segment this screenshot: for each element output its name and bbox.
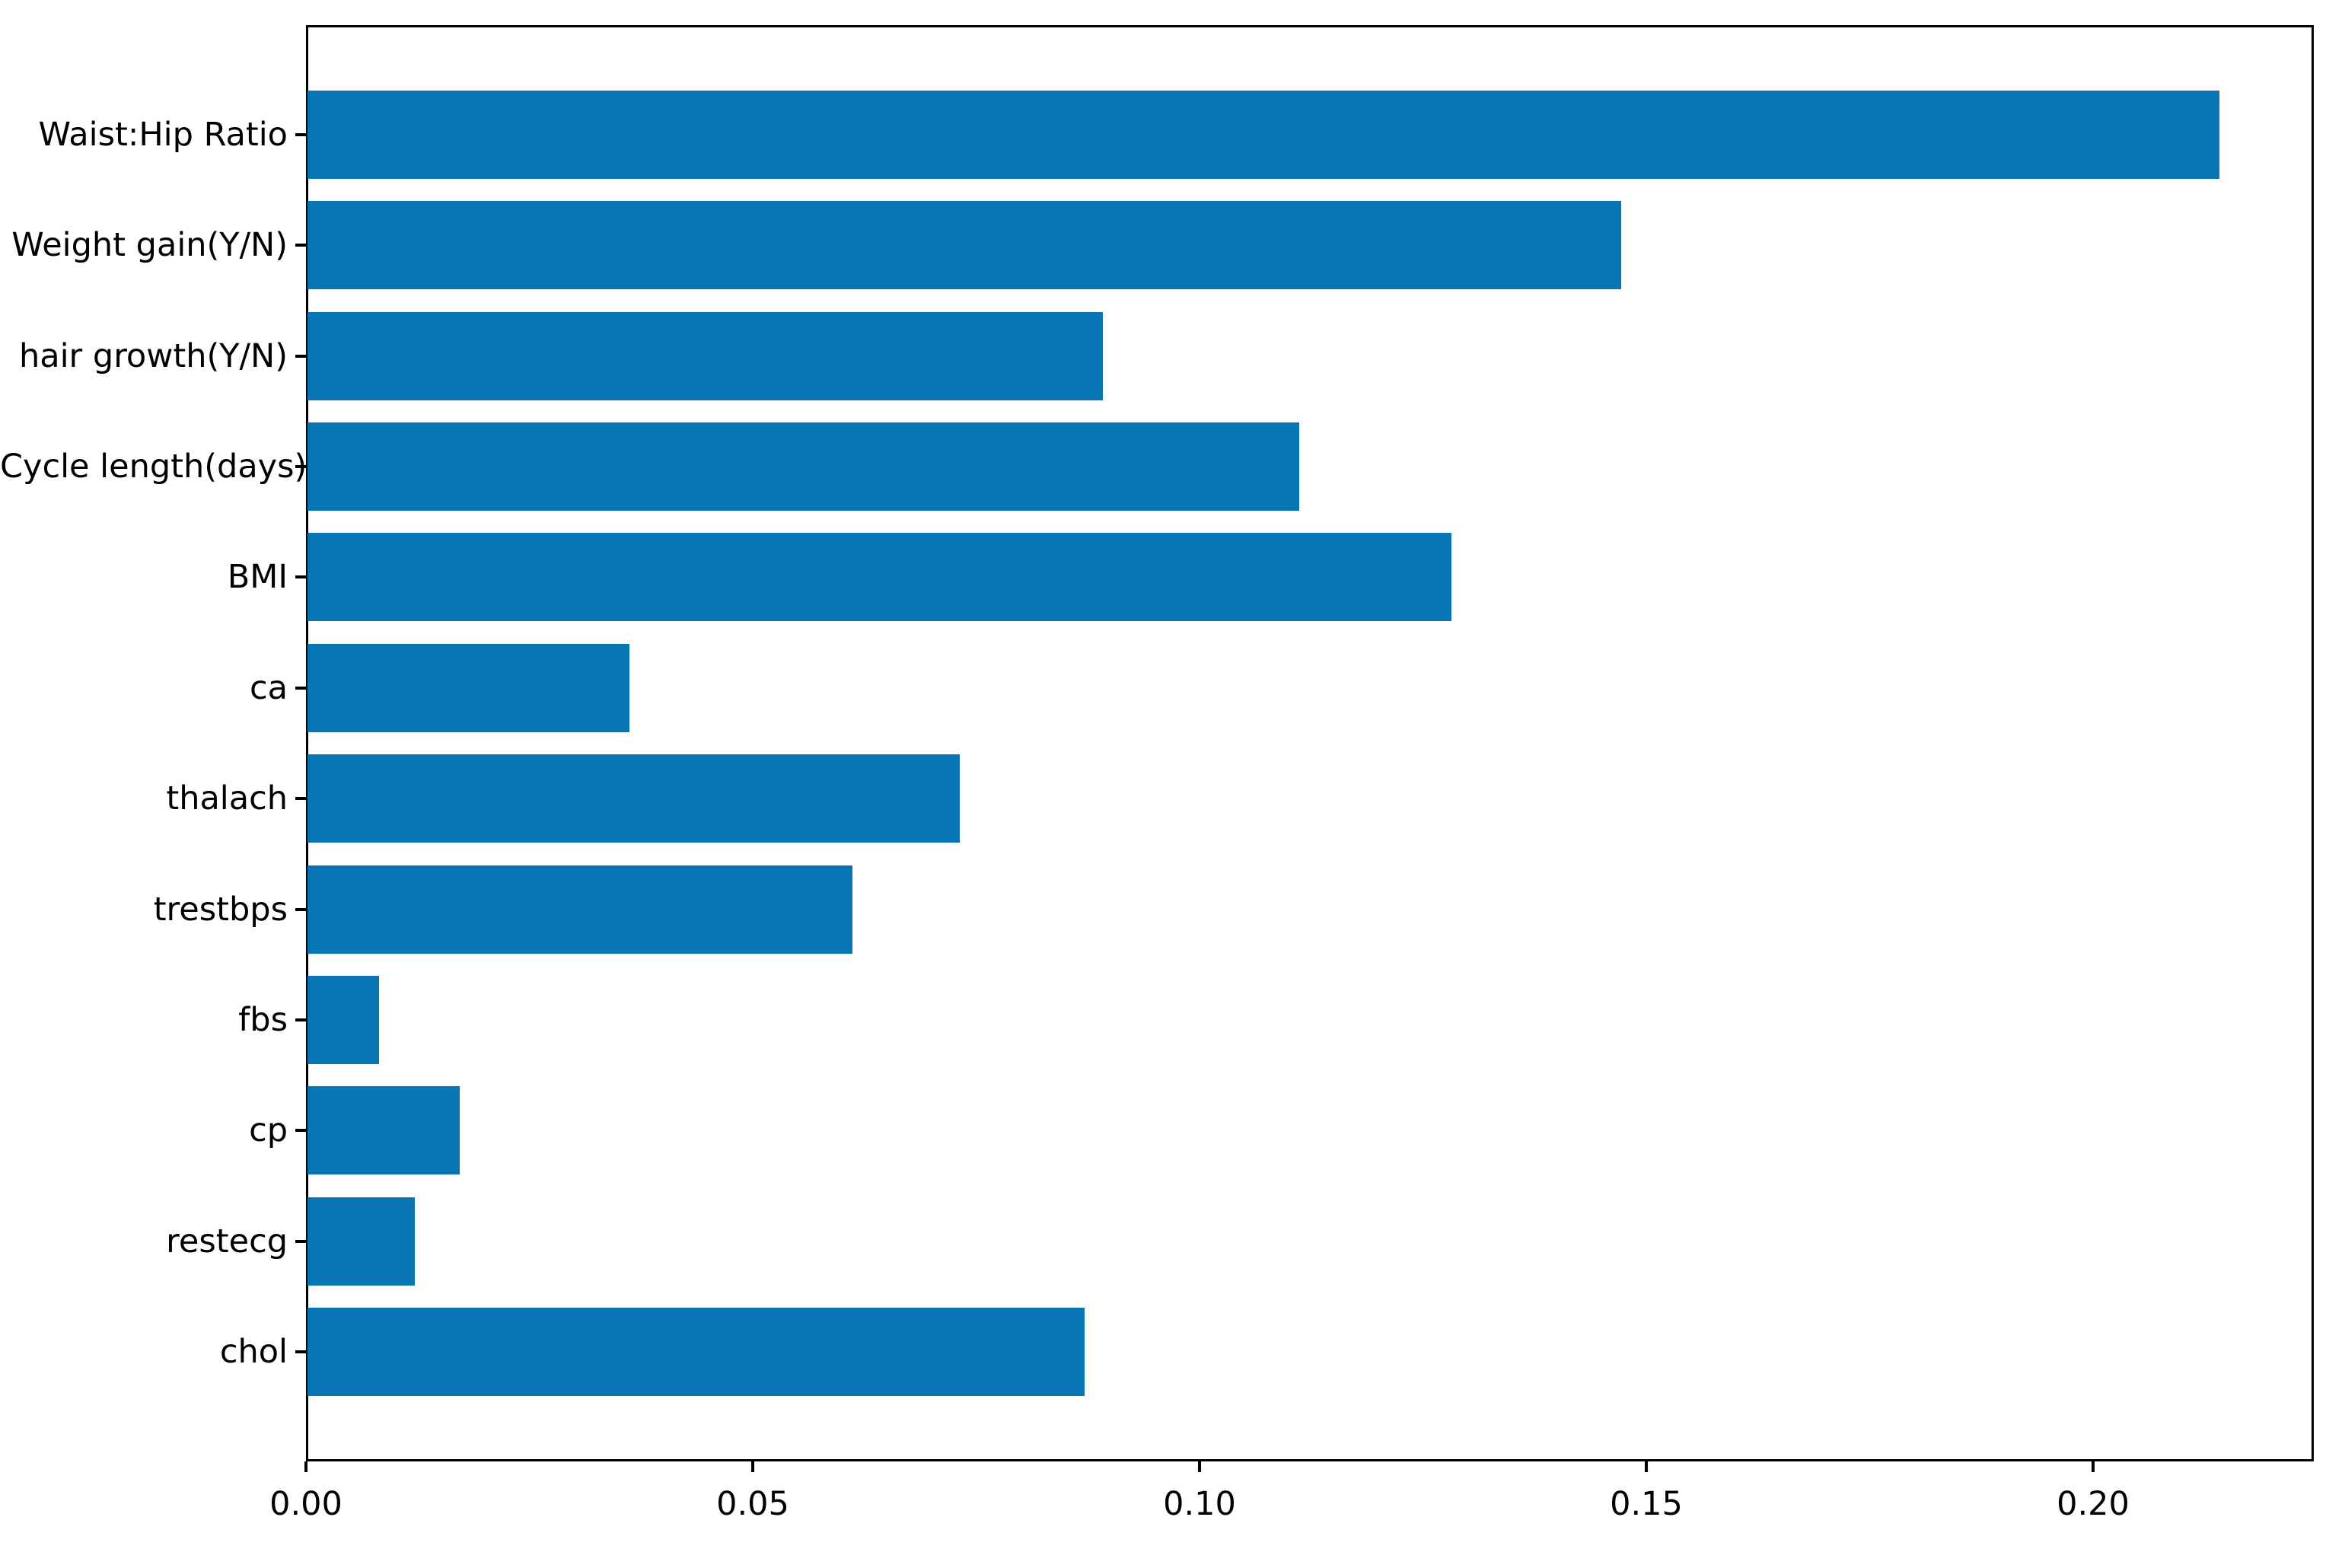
y-tick-mark xyxy=(295,1240,306,1243)
y-tick-mark xyxy=(295,1129,306,1132)
bar-fbs xyxy=(307,976,379,1064)
x-tick-mark xyxy=(2092,1461,2095,1472)
y-tick-label: BMI xyxy=(227,558,288,596)
y-tick-label: thalach xyxy=(166,779,288,817)
y-tick-mark xyxy=(295,465,306,468)
y-tick-mark xyxy=(295,355,306,358)
y-tick-mark xyxy=(295,797,306,800)
y-tick-mark xyxy=(295,908,306,911)
x-tick-label: 0.10 xyxy=(1163,1485,1236,1523)
y-tick-label: Cycle length(days) xyxy=(0,448,307,486)
x-tick-mark xyxy=(304,1461,307,1472)
bar-waist-hip-ratio xyxy=(307,91,2219,179)
y-tick-label: fbs xyxy=(238,1001,288,1039)
x-tick-label: 0.20 xyxy=(2057,1485,2130,1523)
y-tick-label: trestbps xyxy=(153,891,288,929)
y-tick-label: cp xyxy=(249,1111,288,1149)
bar-hair-growth-y-n- xyxy=(307,312,1103,400)
y-tick-mark xyxy=(295,1350,306,1353)
x-tick-mark xyxy=(1645,1461,1648,1472)
x-tick-label: 0.05 xyxy=(716,1485,789,1523)
x-tick-label: 0.15 xyxy=(1610,1485,1683,1523)
bar-chol xyxy=(307,1308,1085,1396)
x-tick-label: 0.00 xyxy=(269,1485,343,1523)
x-tick-mark xyxy=(1198,1461,1201,1472)
bar-bmi xyxy=(307,533,1451,621)
bar-cp xyxy=(307,1086,460,1174)
x-tick-mark xyxy=(751,1461,754,1472)
y-tick-mark xyxy=(295,575,306,578)
bar-ca xyxy=(307,644,629,732)
y-tick-mark xyxy=(295,244,306,247)
y-tick-label: chol xyxy=(219,1333,288,1371)
bar-restecg xyxy=(307,1197,415,1286)
y-tick-label: ca xyxy=(250,669,288,707)
bar-thalach xyxy=(307,754,960,843)
bar-trestbps xyxy=(307,865,852,954)
y-tick-label: Waist:Hip Ratio xyxy=(38,116,288,154)
bar-weight-gain-y-n- xyxy=(307,201,1621,289)
y-tick-mark xyxy=(295,687,306,690)
y-tick-label: Weight gain(Y/N) xyxy=(11,226,288,264)
bar-cycle-length-days- xyxy=(307,422,1299,511)
y-tick-label: hair growth(Y/N) xyxy=(19,337,288,375)
y-tick-mark xyxy=(295,1018,306,1021)
y-tick-label: restecg xyxy=(166,1222,288,1260)
y-tick-mark xyxy=(295,133,306,136)
